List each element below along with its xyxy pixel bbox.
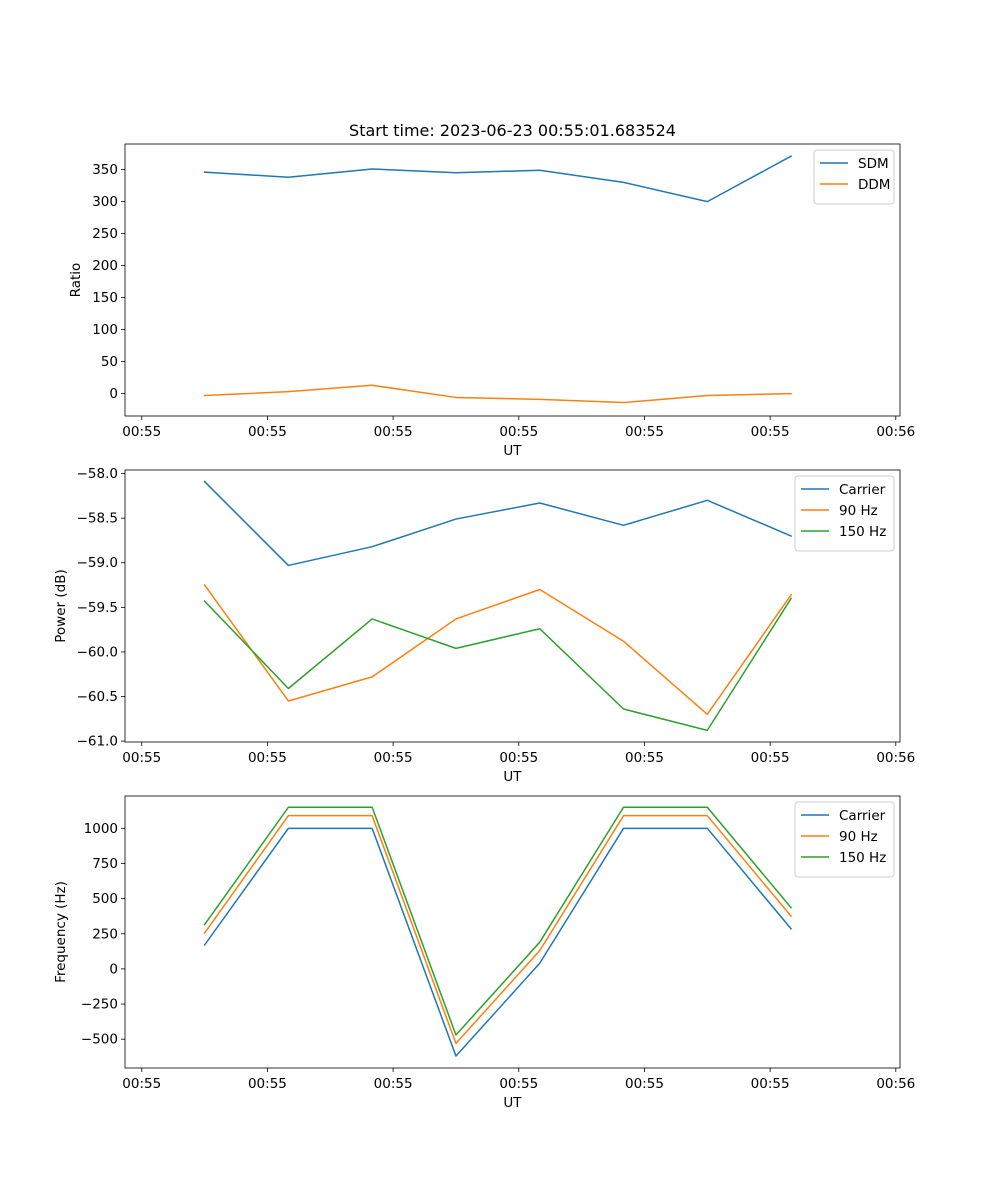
x-tick-label: 00:55 <box>499 750 538 766</box>
chart-panel-2: −61.0 −60.5 −60.0 −59.5 −59.0 −58.5 −58.0 00:55… <box>53 466 915 785</box>
x-tick-label: 00:55 <box>751 750 790 766</box>
legend-box <box>794 475 895 552</box>
y-tick-label: 200 <box>92 258 118 274</box>
x-tick-label: 00:55 <box>248 1076 287 1092</box>
legend: SDM DDM <box>813 149 895 205</box>
x-tick-label: 00:55 <box>751 424 790 440</box>
x-tick-label: 00:56 <box>876 1076 915 1092</box>
y-tick-label: 500 <box>92 891 118 907</box>
x-tick-label: 00:55 <box>751 1076 790 1092</box>
x-tick-label: 00:55 <box>625 424 664 440</box>
y-axis-label: Ratio <box>68 263 84 298</box>
series-line-90-hz <box>203 814 793 1045</box>
y-tick-label: 300 <box>92 194 118 210</box>
legend-label: DDM <box>858 177 890 193</box>
legend-label: Carrier <box>839 482 886 498</box>
axes-frame <box>124 143 901 417</box>
y-tick-label: −59.0 <box>77 555 118 571</box>
y-axis-label: Power (dB) <box>53 569 69 642</box>
chart-panels: 0 50 100 150 200 250 300 350 00:55 00:55 00:55 00:5… <box>53 143 915 1111</box>
series-line-ddm <box>203 384 792 404</box>
legend-box <box>794 801 895 878</box>
y-tick-label: −60.5 <box>77 689 118 705</box>
x-tick-label: 00:55 <box>625 750 664 766</box>
y-tick-label: 350 <box>92 162 118 178</box>
series-line-carrier <box>203 480 793 567</box>
x-tick-label: 00:56 <box>876 750 915 766</box>
y-tick-label: −500 <box>81 1032 118 1048</box>
legend-label: SDM <box>858 156 889 172</box>
y-tick-label: −58.0 <box>77 466 118 482</box>
legend: Carrier 90 Hz 150 Hz <box>794 475 895 552</box>
x-axis-label: UT <box>503 1095 522 1111</box>
legend-label: 150 Hz <box>839 850 886 866</box>
chart-panel-1: 0 50 100 150 200 250 300 350 00:55 00:55 00:55 00:5… <box>68 143 915 459</box>
y-tick-label: 1000 <box>84 821 118 837</box>
legend-label: 150 Hz <box>839 524 886 540</box>
y-tick-label: 0 <box>109 386 118 402</box>
legend: Carrier 90 Hz 150 Hz <box>794 801 895 878</box>
chart-panel-3: −500 −250 0 250 500 750 1000 00:55 00:55 00:55 00:… <box>53 795 915 1111</box>
x-axis-label: UT <box>503 443 522 459</box>
x-tick-label: 00:55 <box>122 750 161 766</box>
y-tick-label: −61.0 <box>77 734 118 750</box>
y-tick-label: 100 <box>92 322 118 338</box>
x-tick-label: 00:55 <box>374 750 413 766</box>
y-tick-label: 150 <box>92 290 118 306</box>
legend-label: 90 Hz <box>839 503 878 519</box>
x-tick-label: 00:55 <box>499 1076 538 1092</box>
x-axis-label: UT <box>503 769 522 785</box>
x-tick-label: 00:55 <box>122 424 161 440</box>
y-axis-label: Frequency (Hz) <box>53 881 69 983</box>
series-line-150-hz <box>203 806 793 1036</box>
legend-label: Carrier <box>839 808 886 824</box>
chart-title: Start time: 2023-06-23 00:55:01.683524 <box>349 121 676 140</box>
y-tick-label: 250 <box>92 926 118 942</box>
y-tick-label: 250 <box>92 226 118 242</box>
y-tick-label: −250 <box>81 997 118 1013</box>
y-tick-label: 750 <box>92 856 118 872</box>
x-tick-label: 00:55 <box>625 1076 664 1092</box>
legend-label: 90 Hz <box>839 829 878 845</box>
axes-frame <box>124 469 901 743</box>
x-tick-label: 00:55 <box>122 1076 161 1092</box>
series-line-carrier <box>203 827 793 1057</box>
x-tick-label: 00:55 <box>499 424 538 440</box>
y-tick-label: −60.0 <box>77 644 118 660</box>
series-line-150-hz <box>203 597 793 732</box>
y-tick-label: 0 <box>109 961 118 977</box>
y-tick-label: 50 <box>101 354 118 370</box>
x-tick-label: 00:55 <box>248 750 287 766</box>
y-tick-label: −59.5 <box>77 600 118 616</box>
x-tick-label: 00:55 <box>248 424 287 440</box>
series-line-90-hz <box>203 583 793 716</box>
x-tick-label: 00:55 <box>374 1076 413 1092</box>
x-tick-label: 00:55 <box>374 424 413 440</box>
axes-frame <box>124 795 901 1069</box>
y-tick-label: −58.5 <box>77 511 118 527</box>
series-line-sdm <box>203 155 793 203</box>
x-tick-label: 00:56 <box>876 424 915 440</box>
